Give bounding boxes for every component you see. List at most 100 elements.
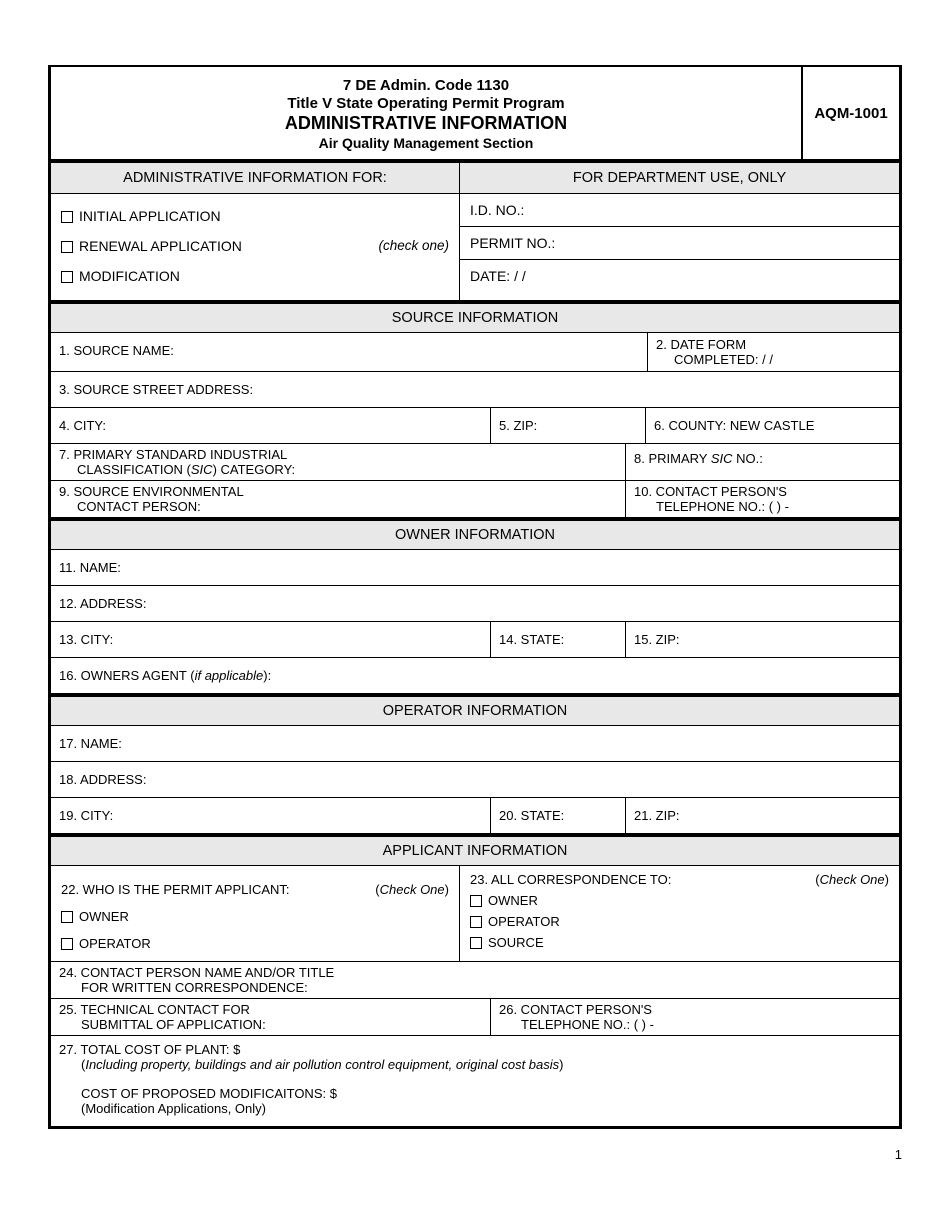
check-one-hint: (check one) — [378, 238, 449, 253]
dept-id-no: I.D. NO.: — [460, 194, 899, 227]
f7-line2-post: ) CATEGORY: — [213, 462, 296, 477]
f25-line2: SUBMITTAL OF APPLICATION: — [59, 1017, 266, 1032]
f22-check-one: (Check One) — [375, 882, 449, 897]
page-number: 1 — [895, 1147, 902, 1162]
checkbox-renewal[interactable] — [61, 241, 73, 253]
checkbox-corr-operator[interactable] — [470, 916, 482, 928]
applicant-row-27: 27. TOTAL COST OF PLANT: $ (Including pr… — [51, 1036, 899, 1126]
f26-line2: TELEPHONE NO.: ( ) - — [499, 1017, 654, 1032]
f24-line1: 24. CONTACT PERSON NAME AND/OR TITLE — [59, 965, 334, 980]
applicant-section-header: APPLICANT INFORMATION — [51, 834, 899, 866]
f7-sic: SIC — [191, 462, 213, 477]
field-source-address: 3. SOURCE STREET ADDRESS: — [51, 372, 899, 408]
f27-line2: Including property, buildings and air po… — [85, 1057, 559, 1072]
f10-line1: 10. CONTACT PERSON'S — [634, 484, 787, 499]
checkbox-initial[interactable] — [61, 211, 73, 223]
owner-row-16: 16. OWNERS AGENT (if applicable): — [51, 658, 899, 697]
owner-row-13-14-15: 13. CITY: 14. STATE: 15. ZIP: — [51, 622, 899, 658]
field-operator-name: 17. NAME: — [51, 726, 899, 762]
header-line2: Title V State Operating Permit Program — [57, 95, 795, 112]
opt-corr-owner-label: OWNER — [488, 893, 538, 908]
checkbox-applicant-operator[interactable] — [61, 938, 73, 950]
field-owner-city: 13. CITY: — [51, 622, 491, 658]
f16-it: if applicable — [195, 668, 264, 683]
form-code: AQM-1001 — [803, 67, 899, 159]
field-operator-zip: 21. ZIP: — [626, 798, 899, 833]
f7-line1: 7. PRIMARY STANDARD INDUSTRIAL — [59, 447, 287, 462]
header-line3: ADMINISTRATIVE INFORMATION — [57, 113, 795, 134]
f26-line1: 26. CONTACT PERSON'S — [499, 1002, 652, 1017]
owner-section-header: OWNER INFORMATION — [51, 521, 899, 550]
opt-corr-owner: OWNER — [470, 893, 889, 908]
opt-renewal: RENEWAL APPLICATION (check one) — [61, 238, 449, 254]
f23-label: 23. ALL CORRESPONDENCE TO: — [470, 872, 671, 887]
f25-line1: 25. TECHNICAL CONTACT FOR — [59, 1002, 250, 1017]
field-permit-applicant: 22. WHO IS THE PERMIT APPLICANT: (Check … — [51, 866, 460, 961]
source-row-1-2: 1. SOURCE NAME: 2. DATE FORM COMPLETED: … — [51, 333, 899, 372]
source-row-4-5-6: 4. CITY: 5. ZIP: 6. COUNTY: NEW CASTLE — [51, 408, 899, 444]
opt-applicant-operator-label: OPERATOR — [79, 936, 151, 951]
field-sic-category: 7. PRIMARY STANDARD INDUSTRIAL CLASSIFIC… — [51, 444, 626, 481]
owner-row-11: 11. NAME: — [51, 550, 899, 586]
f9-line1: 9. SOURCE ENVIRONMENTAL — [59, 484, 244, 499]
opt-applicant-owner-label: OWNER — [79, 909, 129, 924]
field-operator-address: 18. ADDRESS: — [51, 762, 899, 798]
operator-section-header: OPERATOR INFORMATION — [51, 697, 899, 726]
operator-row-19-20-21: 19. CITY: 20. STATE: 21. ZIP: — [51, 798, 899, 834]
field-date-form-completed: 2. DATE FORM COMPLETED: / / — [648, 333, 899, 372]
source-row-9-10: 9. SOURCE ENVIRONMENTAL CONTACT PERSON: … — [51, 481, 899, 521]
source-row-3: 3. SOURCE STREET ADDRESS: — [51, 372, 899, 408]
source-row-7-8: 7. PRIMARY STANDARD INDUSTRIAL CLASSIFIC… — [51, 444, 899, 481]
f2-line1: 2. DATE FORM — [656, 337, 746, 352]
admin-options: INITIAL APPLICATION RENEWAL APPLICATION … — [51, 194, 459, 300]
header-line4: Air Quality Management Section — [57, 135, 795, 151]
checkbox-modification[interactable] — [61, 271, 73, 283]
checkbox-corr-owner[interactable] — [470, 895, 482, 907]
form-header: 7 DE Admin. Code 1130 Title V State Oper… — [51, 67, 899, 163]
f9-line2: CONTACT PERSON: — [59, 499, 201, 514]
opt-initial-label: INITIAL APPLICATION — [79, 208, 221, 224]
opt-initial: INITIAL APPLICATION — [61, 208, 449, 224]
f2-line2: COMPLETED: / / — [656, 352, 773, 367]
f8-pre: 8. PRIMARY — [634, 451, 711, 466]
f8-post: NO.: — [733, 451, 763, 466]
checkbox-applicant-owner[interactable] — [61, 911, 73, 923]
field-contact-phone: 10. CONTACT PERSON'S TELEPHONE NO.: ( ) … — [626, 481, 899, 517]
field-source-zip: 5. ZIP: — [491, 408, 646, 444]
admin-left: ADMINISTRATIVE INFORMATION FOR: INITIAL … — [51, 163, 460, 300]
applicant-row-25-26: 25. TECHNICAL CONTACT FOR SUBMITTAL OF A… — [51, 999, 899, 1036]
operator-row-17: 17. NAME: — [51, 726, 899, 762]
admin-left-title: ADMINISTRATIVE INFORMATION FOR: — [51, 163, 459, 194]
f27-line1: 27. TOTAL COST OF PLANT: $ — [59, 1042, 240, 1057]
f27-line4: (Modification Applications, Only) — [81, 1101, 266, 1116]
admin-right: FOR DEPARTMENT USE, ONLY I.D. NO.: PERMI… — [460, 163, 899, 300]
owner-row-12: 12. ADDRESS: — [51, 586, 899, 622]
field-operator-state: 20. STATE: — [491, 798, 626, 833]
field-sic-no: 8. PRIMARY SIC NO.: — [626, 444, 899, 481]
opt-corr-source: SOURCE — [470, 935, 889, 950]
f16-pre: 16. OWNERS AGENT ( — [59, 668, 195, 683]
admin-right-title: FOR DEPARTMENT USE, ONLY — [460, 163, 899, 194]
field-owner-state: 14. STATE: — [491, 622, 626, 658]
header-line1: 7 DE Admin. Code 1130 — [57, 77, 795, 94]
opt-corr-operator: OPERATOR — [470, 914, 889, 929]
field-contact-name-title: 24. CONTACT PERSON NAME AND/OR TITLE FOR… — [51, 962, 899, 998]
header-main: 7 DE Admin. Code 1130 Title V State Oper… — [51, 67, 803, 159]
f27-line3: COST OF PROPOSED MODIFICAITONS: $ — [81, 1086, 337, 1101]
field-total-cost: 27. TOTAL COST OF PLANT: $ (Including pr… — [51, 1036, 899, 1126]
f16-post: ): — [263, 668, 271, 683]
field-correspondence-to: 23. ALL CORRESPONDENCE TO: (Check One) O… — [460, 866, 899, 961]
opt-applicant-owner: OWNER — [61, 909, 449, 924]
f7-line2-pre: CLASSIFICATION ( — [59, 462, 191, 477]
field-source-city: 4. CITY: — [51, 408, 491, 444]
field-owner-agent: 16. OWNERS AGENT (if applicable): — [51, 658, 899, 693]
dept-date: DATE: / / — [460, 260, 899, 292]
field-source-county: 6. COUNTY: NEW CASTLE — [646, 408, 899, 444]
field-technical-contact: 25. TECHNICAL CONTACT FOR SUBMITTAL OF A… — [51, 999, 491, 1035]
f24-line2: FOR WRITTEN CORRESPONDENCE: — [59, 980, 308, 995]
opt-modification: MODIFICATION — [61, 268, 449, 284]
dept-permit-no: PERMIT NO.: — [460, 227, 899, 260]
opt-corr-source-label: SOURCE — [488, 935, 544, 950]
checkbox-corr-source[interactable] — [470, 937, 482, 949]
f23-check-one: (Check One) — [815, 872, 889, 887]
